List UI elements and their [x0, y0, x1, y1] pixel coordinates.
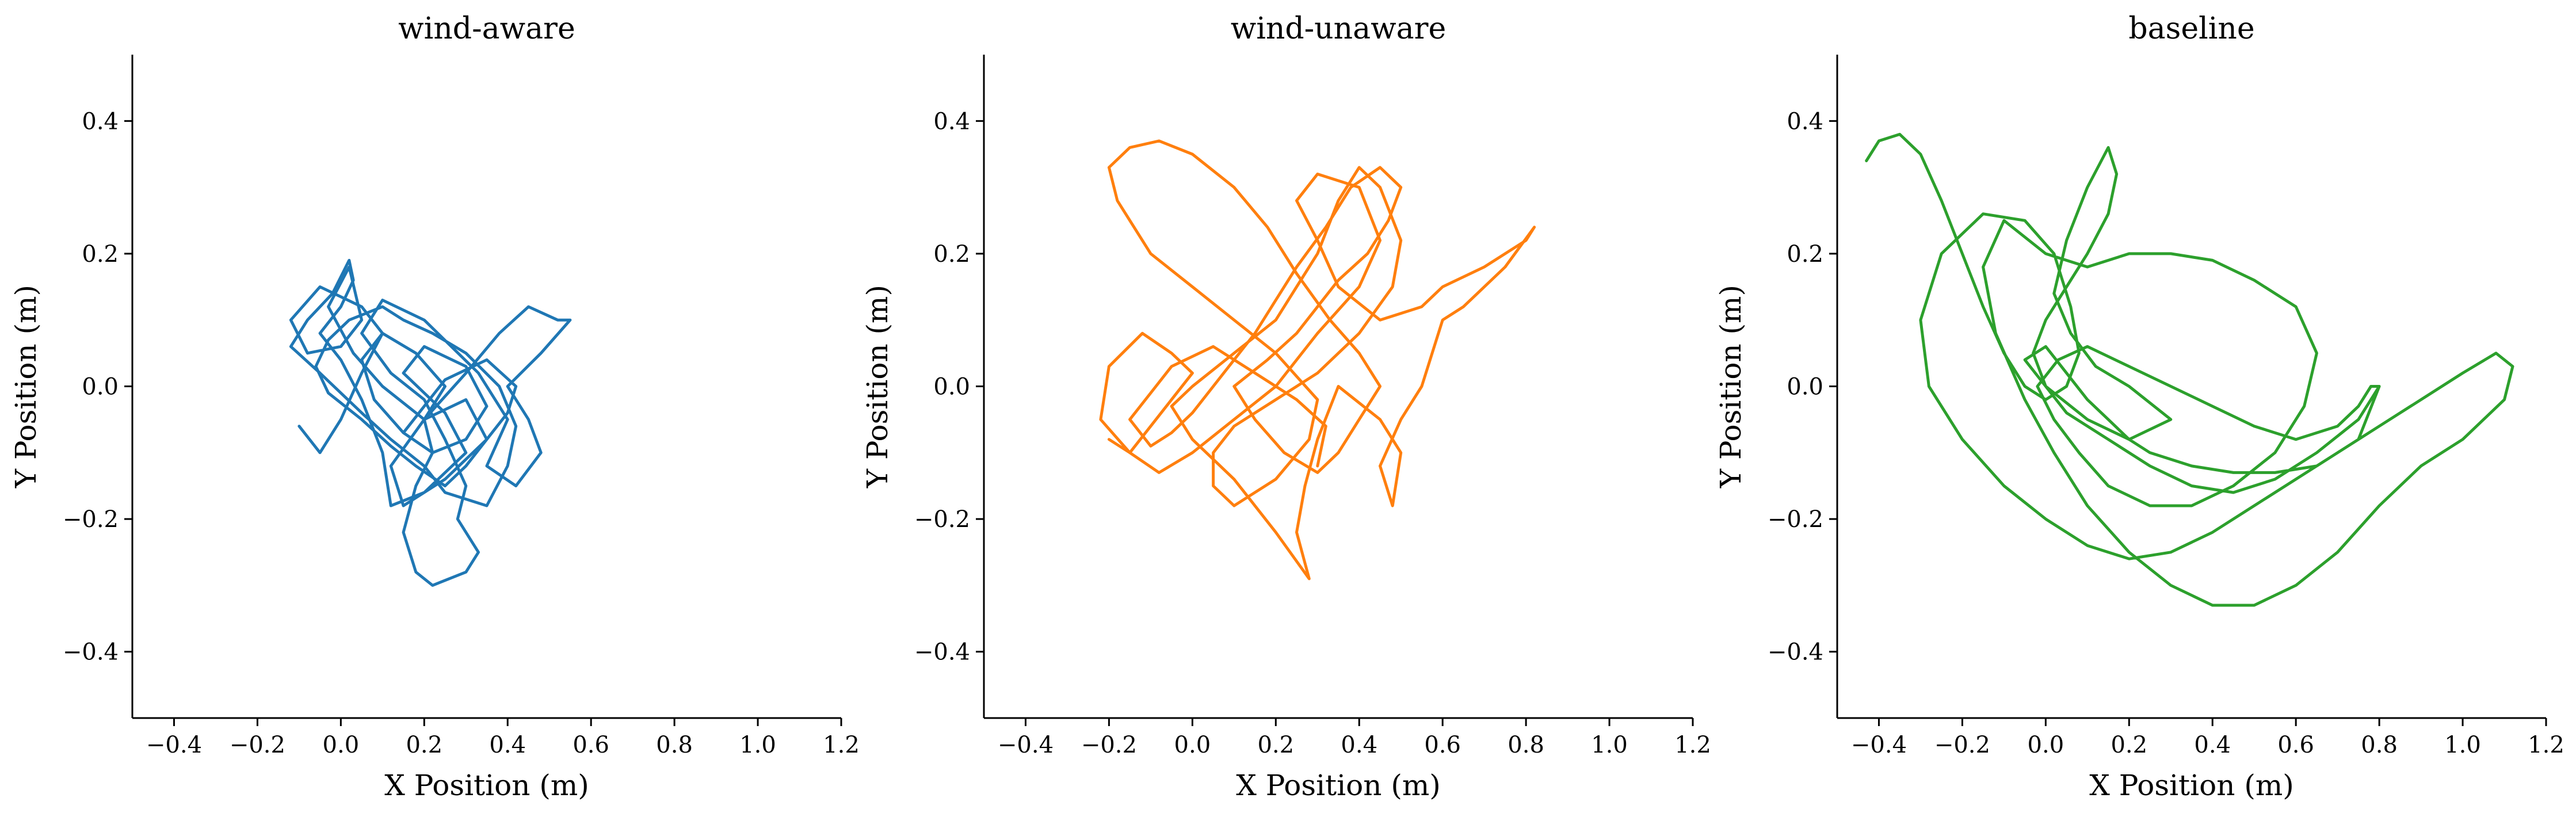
trajectory-line-0	[289, 258, 572, 587]
y-tick-label: 0.0	[82, 374, 119, 400]
y-tick-label: −0.4	[914, 639, 970, 666]
x-axis-title: X Position (m)	[384, 769, 589, 802]
y-tick-label: 0.0	[933, 374, 970, 400]
y-tick-label: −0.4	[63, 639, 119, 666]
x-tick-label: 1.0	[2444, 732, 2481, 758]
chart-panel-baseline: −0.4 −0.2 0.0 0.2 0.4 0.6 0.8 1.0 1.2 −0.4 −0.2 0.0…	[1714, 12, 2564, 802]
x-tick-label: −0.2	[230, 732, 285, 758]
x-tick-label: 1.0	[739, 732, 776, 758]
x-tick-label: 0.6	[1424, 732, 1461, 758]
x-axis-title: X Position (m)	[1236, 769, 1441, 802]
x-tick-label: −0.4	[1851, 732, 1907, 758]
x-tick-label: 1.2	[2528, 732, 2564, 758]
x-tick-label: 0.8	[2361, 732, 2398, 758]
x-tick-label: 0.4	[2194, 732, 2231, 758]
x-tick-label: 0.8	[656, 732, 693, 758]
trajectory-line-0	[1099, 139, 1536, 581]
x-tick-label: 0.4	[1341, 732, 1377, 758]
y-tick-label: −0.4	[1768, 639, 1823, 666]
y-tick-label: 0.0	[1787, 374, 1823, 400]
y-tick-label: −0.2	[1768, 506, 1823, 533]
panel-title: wind-aware	[398, 12, 575, 46]
y-tick-label: 0.4	[82, 108, 119, 135]
chart-panel-wind-unaware: −0.4 −0.2 0.0 0.2 0.4 0.6 0.8 1.0 1.2 −0.4 −0.2 0.0…	[861, 12, 1711, 802]
x-tick-label: 0.0	[1174, 732, 1211, 758]
x-tick-label: 1.2	[1674, 732, 1711, 758]
x-tick-label: −0.2	[1934, 732, 1990, 758]
x-tick-label: 0.2	[406, 732, 442, 758]
y-axis-title: Y Position (m)	[1714, 285, 1747, 488]
y-tick-label: 0.4	[1787, 108, 1823, 135]
x-tick-label: 1.2	[823, 732, 860, 758]
x-tick-label: 0.2	[2111, 732, 2147, 758]
y-tick-label: −0.2	[914, 506, 970, 533]
x-tick-label: 0.6	[573, 732, 609, 758]
y-tick-label: −0.2	[63, 506, 119, 533]
x-tick-label: 0.8	[1508, 732, 1544, 758]
y-tick-label: 0.2	[933, 241, 970, 268]
x-tick-label: −0.4	[998, 732, 1054, 758]
panel-title: wind-unaware	[1231, 12, 1447, 46]
x-tick-label: 0.6	[2277, 732, 2314, 758]
trajectory-line-0	[1865, 132, 2514, 607]
x-tick-label: 0.0	[323, 732, 360, 758]
x-tick-label: 0.0	[2028, 732, 2064, 758]
x-tick-label: 0.4	[489, 732, 526, 758]
y-tick-label: 0.2	[82, 241, 119, 268]
y-axis-title: Y Position (m)	[861, 285, 894, 488]
x-tick-label: −0.2	[1081, 732, 1137, 758]
x-tick-label: −0.4	[146, 732, 202, 758]
y-axis-title: Y Position (m)	[9, 285, 43, 488]
x-axis-title: X Position (m)	[2089, 769, 2294, 802]
panel-title: baseline	[2128, 12, 2254, 46]
y-tick-label: 0.4	[933, 108, 970, 135]
y-tick-label: 0.2	[1787, 241, 1823, 268]
chart-panel-wind-aware: −0.4 −0.2 0.0 0.2 0.4 0.6 0.8 1.0 1.2 −0.4 −0.2 0.0…	[9, 12, 860, 802]
x-tick-label: 0.2	[1257, 732, 1294, 758]
x-tick-label: 1.0	[1591, 732, 1628, 758]
